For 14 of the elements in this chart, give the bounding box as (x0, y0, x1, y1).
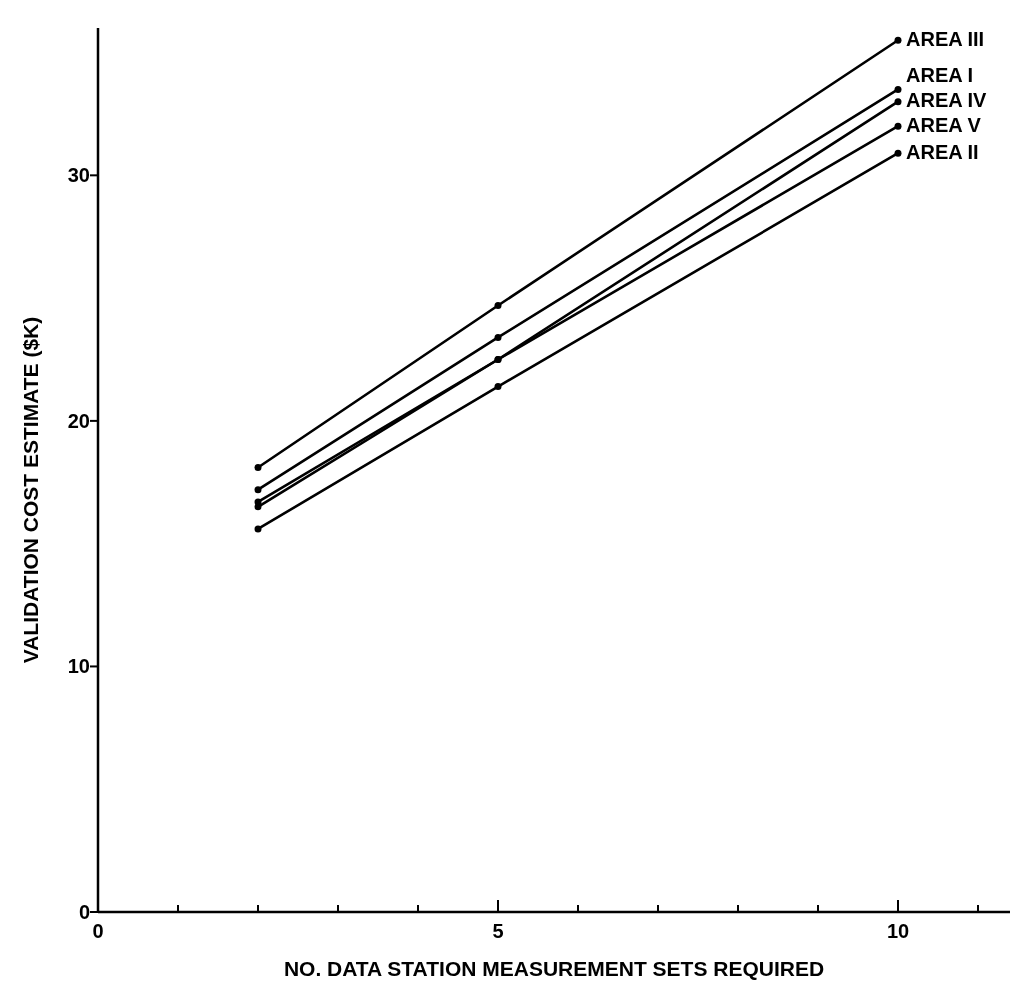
y-tick-label: 20 (67, 409, 90, 432)
y-tick-label: 30 (67, 164, 90, 187)
x-tick-label: 10 (886, 920, 910, 942)
series-label: AREA IV (906, 89, 988, 112)
series-label: AREA III (906, 28, 985, 51)
y-tick-label: 10 (67, 655, 90, 678)
series-label: AREA I (906, 64, 974, 87)
y-tick-label: 0 (78, 901, 90, 923)
series-label: AREA II (906, 141, 979, 164)
x-axis-title: NO. DATA STATION MEASUREMENT SETS REQUIRED (283, 957, 825, 980)
y-axis-title: VALIDATION COST ESTIMATE ($K) (19, 316, 42, 664)
x-tick-label: 5 (492, 920, 504, 942)
series-label: AREA V (906, 114, 982, 137)
x-tick-label: 0 (92, 920, 104, 942)
